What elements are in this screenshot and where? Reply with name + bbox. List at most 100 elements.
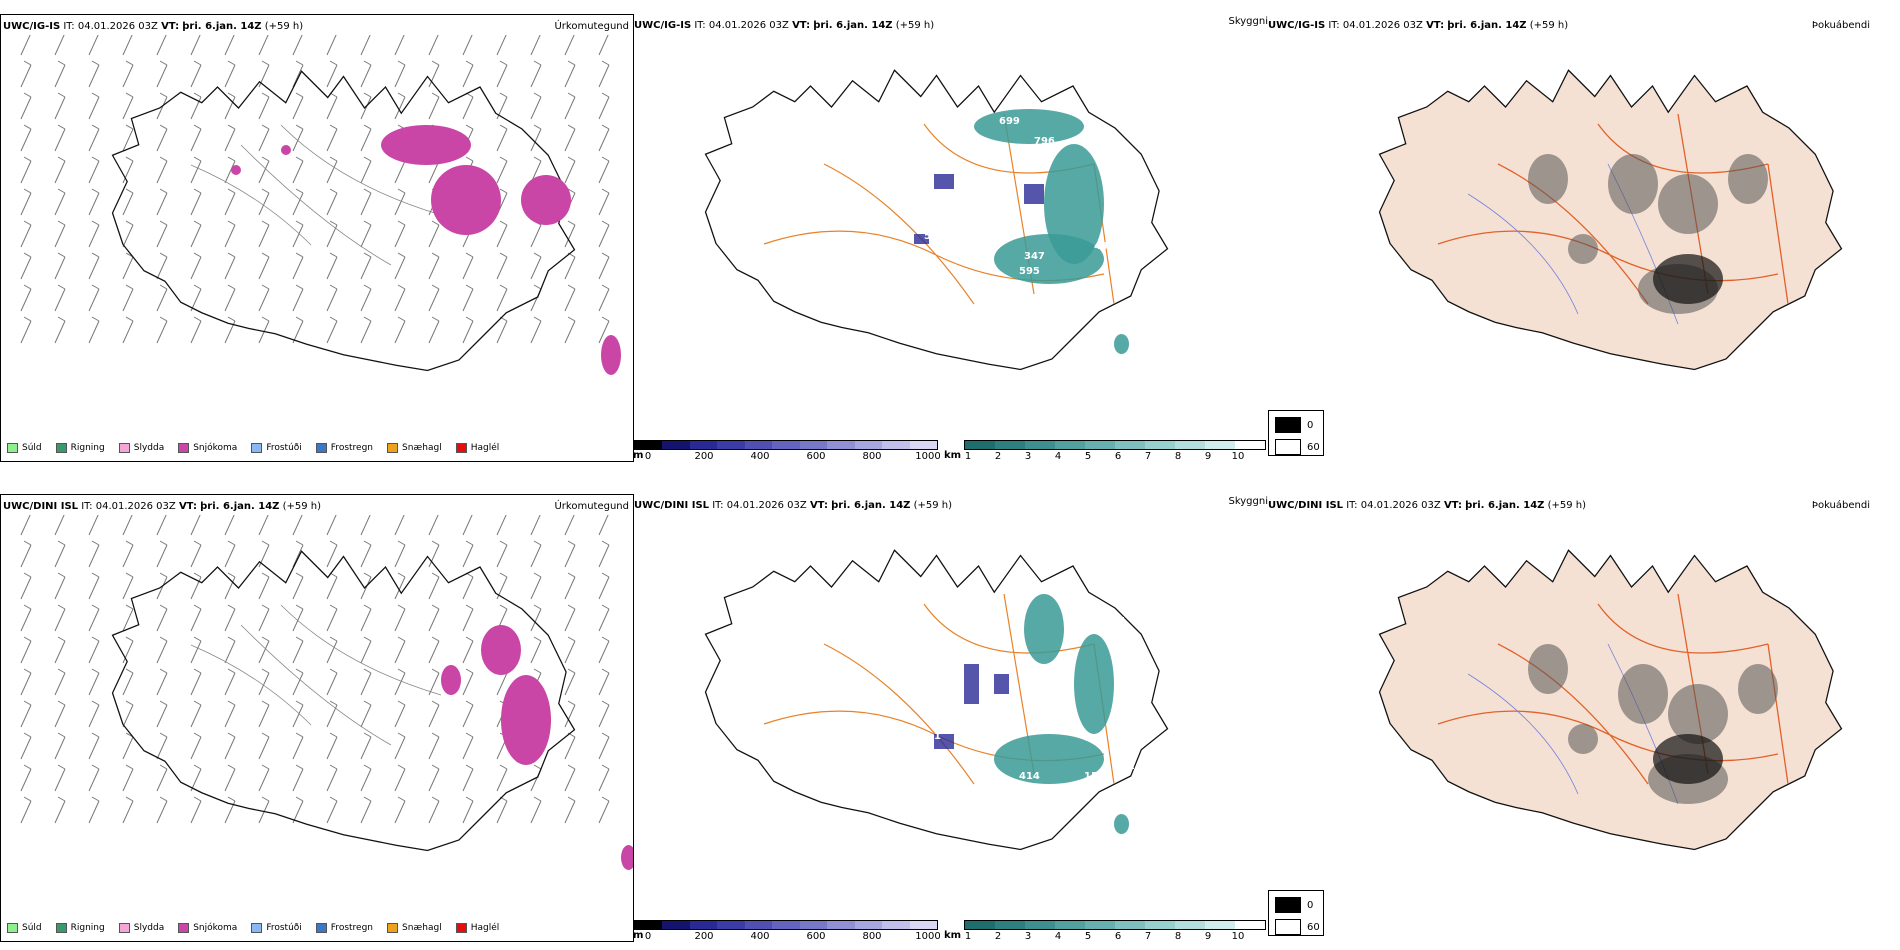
wind-barb (54, 220, 66, 248)
wind-barb (190, 156, 202, 184)
visibility-label: 24 (989, 156, 1003, 167)
colorbar-cell (854, 441, 883, 449)
it-label: IT: (63, 21, 75, 32)
colorbar-cell (1205, 441, 1235, 449)
cloudbase-colorbar: m 0 200 400 600 800 1000 (633, 920, 941, 946)
colorbar-cell (662, 441, 690, 449)
wind-barb (564, 92, 576, 120)
colorbar-tick: 2 (994, 931, 1002, 942)
model-name: UWC/DINI ISL (634, 500, 710, 511)
legend-item: Snæhagl (387, 443, 442, 453)
colorbar-tick: 1 (964, 931, 972, 942)
wind-barb (292, 764, 304, 792)
colorbar-cell (1175, 441, 1205, 449)
wind-barb (598, 732, 610, 760)
wind-barb (224, 156, 236, 184)
wind-barb (190, 764, 202, 792)
vt-value: þri. 6.jan. 14Z (813, 20, 893, 31)
wind-barb (598, 636, 610, 664)
wind-barb (122, 572, 134, 600)
wind-barb (54, 252, 66, 280)
legend-label: Slydda (133, 443, 165, 453)
wind-barb (530, 252, 542, 280)
wind-barb (292, 572, 304, 600)
fog-area (1653, 734, 1723, 784)
wind-barb (258, 124, 270, 152)
wind-barb (122, 35, 133, 56)
it-value: 04.01.2026 03Z (708, 20, 789, 31)
wind-barb (224, 92, 236, 120)
wind-barb (20, 156, 32, 184)
precip-map (20, 515, 633, 870)
coastline (111, 550, 576, 852)
wind-barb (122, 92, 134, 120)
roads (1437, 113, 1789, 305)
wind-barb (598, 540, 610, 568)
legend-label: 0 (1307, 419, 1314, 431)
colorbar-cell (965, 921, 995, 929)
wind-barb (190, 284, 202, 312)
precip-legend: Súld Rigning Slydda Snjókoma Frostúði Frostre… (7, 443, 499, 453)
wind-barb (360, 700, 372, 728)
wind-barb (20, 316, 32, 344)
wind-barb (360, 316, 372, 344)
wind-barb (54, 764, 66, 792)
wind-barb (190, 92, 202, 120)
wind-barb (258, 188, 270, 216)
visibility-area (1024, 594, 1064, 664)
wind-barb (20, 35, 31, 56)
wind-barb (496, 60, 508, 88)
wind-barb (258, 604, 270, 632)
snow-area (231, 165, 241, 175)
legend-item: 0 (1275, 897, 1323, 913)
wind-barb (394, 540, 406, 568)
wind-barb (156, 700, 168, 728)
wind-barb (122, 220, 134, 248)
panel-header: UWC/IG-IS IT: 04.01.2026 03Z VT: þri. 6.… (3, 21, 303, 32)
legend-item: Slydda (118, 923, 164, 933)
vt-label: VT: (792, 20, 811, 31)
precip-legend: Súld Rigning Slydda Snjókoma Frostúði Frostre… (7, 923, 499, 933)
roads (763, 113, 1115, 305)
wind-barb (326, 252, 338, 280)
legend-swatch (118, 923, 130, 933)
wind-barb (394, 252, 406, 280)
wind-barb (598, 188, 610, 216)
wind-barb (156, 156, 168, 184)
snow-area (381, 125, 471, 165)
wind-barb (394, 604, 406, 632)
wind-barb (190, 252, 202, 280)
wind-barb (88, 316, 100, 344)
wind-barb (394, 316, 406, 344)
colorbar-cell (1145, 921, 1175, 929)
legend-swatch (455, 923, 467, 933)
wind-barb (190, 540, 202, 568)
visibility-label: 295 (1104, 201, 1125, 212)
wind-barb (530, 316, 542, 344)
colorbar-cell (909, 921, 937, 929)
wind-barb (462, 700, 474, 728)
wind-barb (156, 188, 168, 216)
lead-time: (+59 h) (264, 21, 304, 32)
legend-swatch (178, 923, 190, 933)
wind-barb (20, 572, 32, 600)
legend-item: Frostregn (315, 443, 373, 453)
panel-header: UWC/DINI ISL IT: 04.01.2026 03Z VT: þri.… (634, 500, 952, 511)
fog-area (1728, 154, 1768, 204)
fog-area (1528, 154, 1568, 204)
visibility-area (994, 234, 1104, 284)
wind-barb (326, 188, 338, 216)
legend-swatch (1275, 417, 1301, 433)
wind-barb (292, 636, 304, 664)
colorbar-tick: 10 (1231, 451, 1245, 462)
colorbar-tick: 600 (806, 931, 826, 942)
wind-barb (122, 796, 134, 824)
wind-barb (326, 156, 338, 184)
wind-barb (88, 796, 100, 824)
wind-barb (292, 700, 304, 728)
colorbar-cell (1085, 921, 1115, 929)
visibility-label: 567 (1129, 651, 1150, 662)
it-label: IT: (1328, 20, 1340, 31)
wind-barb (598, 220, 610, 248)
wind-barb (292, 35, 303, 56)
